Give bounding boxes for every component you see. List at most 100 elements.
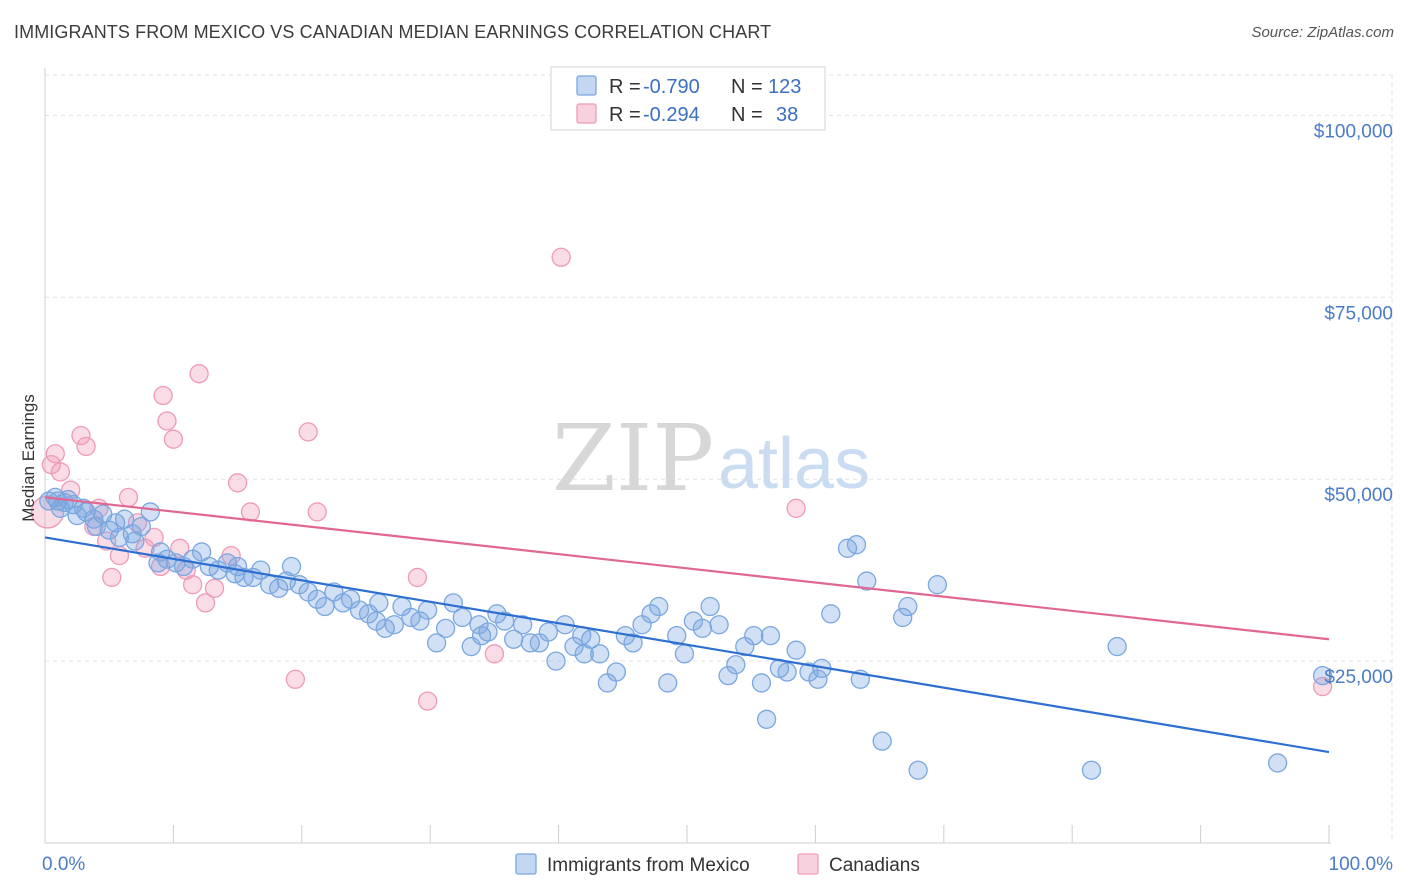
mexico-trend-line [44, 536, 1330, 754]
mexico-point-77 [641, 604, 661, 624]
y-tick-labels: $25,000 $50,000 $75,000 $100,000 [1314, 121, 1393, 688]
mexico-point-116 [471, 625, 492, 646]
mexico-point-79 [658, 673, 678, 693]
mexico-point-115 [369, 593, 389, 613]
stats-legend-r-label-canadians: R = [609, 104, 641, 126]
canadians-point-27 [227, 473, 248, 493]
mexico-point-86 [718, 665, 738, 686]
mexico-point-111 [48, 491, 68, 511]
canadians-point-10 [102, 567, 122, 588]
mexico-point-16 [86, 516, 107, 537]
mexico-point-62 [512, 615, 533, 635]
stats-legend-swatch-canadians [576, 103, 597, 124]
mexico-point-39 [315, 596, 335, 617]
bottom-legend: Immigrants from Mexico Canadians [515, 853, 920, 876]
mexico-point-50 [410, 611, 430, 631]
mexico-point-112 [73, 498, 94, 518]
canadians-point-31 [307, 502, 327, 522]
canadians-point-29 [285, 669, 306, 689]
stats-legend: R = -0.790 N = 123 R = -0.294 N = 38 [550, 66, 826, 131]
canadians-points [30, 247, 1333, 711]
stats-legend-r-value-canadians: -0.294 [643, 104, 700, 126]
canadians-point-6 [76, 436, 96, 457]
mexico-point-33 [269, 578, 289, 598]
mexico-point-84 [700, 596, 720, 617]
stats-legend-n-value-canadians: 38 [776, 104, 798, 126]
mexico-point-97 [821, 604, 841, 624]
bottom-legend-swatch-mexico [515, 853, 537, 875]
mexico-point-94 [786, 640, 806, 660]
canadians-point-22 [183, 575, 203, 595]
canadians-point-24 [195, 593, 216, 613]
canadians-point-5 [71, 425, 91, 446]
mexico-point-51 [417, 600, 438, 620]
mexico-point-118 [760, 625, 781, 646]
trend-lines [44, 496, 1330, 754]
mexico-point-105 [908, 760, 928, 780]
mexico-point-17 [109, 527, 130, 548]
mexico-point-96 [808, 669, 828, 689]
mexico-point-99 [846, 535, 867, 555]
x-tick-labels: 0.0% 100.0% [42, 854, 1393, 875]
grid-lines [45, 74, 1393, 843]
canadians-trend-line [44, 496, 1330, 641]
y-tick-label-3: $100,000 [1314, 121, 1393, 142]
y-tick-label-1: $50,000 [1324, 485, 1393, 506]
mexico-point-107 [1081, 760, 1102, 780]
y-axis-label: Median Earnings [19, 394, 38, 522]
canadians-point-18 [157, 411, 177, 431]
mexico-point-103 [898, 596, 918, 617]
mexico-point-71 [590, 644, 610, 664]
mexico-point-89 [744, 625, 764, 646]
watermark: ZIP atlas [552, 405, 870, 512]
stats-legend-r-value-mexico: -0.790 [643, 76, 700, 98]
x-tick-label-1: 100.0% [1329, 854, 1394, 875]
bottom-legend-label-canadians: Canadians [829, 855, 920, 876]
y-tick-label-2: $75,000 [1324, 303, 1393, 324]
canadians-point-20 [170, 538, 190, 558]
mexico-point-65 [538, 622, 558, 642]
mexico-point-101 [872, 731, 892, 751]
mexico-point-73 [606, 662, 627, 682]
stats-legend-box [550, 66, 826, 131]
stats-legend-n-label-canadians: N = [731, 104, 763, 126]
mexico-point-100 [857, 571, 877, 591]
canadians-point-23 [189, 364, 209, 384]
mexico-point-47 [384, 615, 404, 635]
canadians-point-2 [45, 444, 65, 464]
mexico-point-66 [546, 651, 566, 671]
mexico-point-106 [927, 575, 948, 595]
mexico-point-52 [426, 633, 447, 653]
mexico-point-53 [435, 618, 456, 639]
mexico-point-93 [777, 662, 797, 682]
mexico-point-13 [140, 502, 160, 522]
mexico-point-60 [495, 611, 515, 631]
mexico-point-108 [1107, 636, 1127, 657]
canadians-point-25 [204, 578, 225, 598]
stats-legend-swatch-mexico [576, 75, 597, 96]
mexico-point-87 [726, 655, 746, 675]
canadians-point-17 [153, 385, 173, 406]
canadians-point-19 [163, 429, 184, 449]
mexico-point-81 [674, 644, 695, 664]
x-tick-label-0: 0.0% [42, 854, 85, 875]
mexico-point-83 [692, 618, 713, 639]
canadians-point-32 [407, 567, 428, 588]
bottom-legend-swatch-canadians [797, 853, 819, 875]
mexico-point-110 [1312, 665, 1333, 686]
axes [44, 68, 1331, 844]
mexico-point-38 [307, 589, 327, 609]
mexico-point-78 [649, 596, 669, 617]
canadians-point-28 [240, 502, 261, 522]
watermark-zip: ZIP [552, 405, 714, 512]
mexico-point-55 [452, 607, 472, 628]
watermark-atlas: atlas [718, 424, 870, 504]
mexico-point-114 [227, 556, 248, 577]
stats-legend-n-label-mexico: N = [731, 76, 763, 98]
mexico-point-91 [756, 709, 777, 729]
canadians-point-37 [1312, 676, 1333, 697]
mexico-point-68 [564, 636, 584, 657]
chart-title: IMMIGRANTS FROM MEXICO VS CANADIAN MEDIA… [14, 22, 772, 42]
bottom-legend-label-mexico: Immigrants from Mexico [547, 855, 750, 876]
